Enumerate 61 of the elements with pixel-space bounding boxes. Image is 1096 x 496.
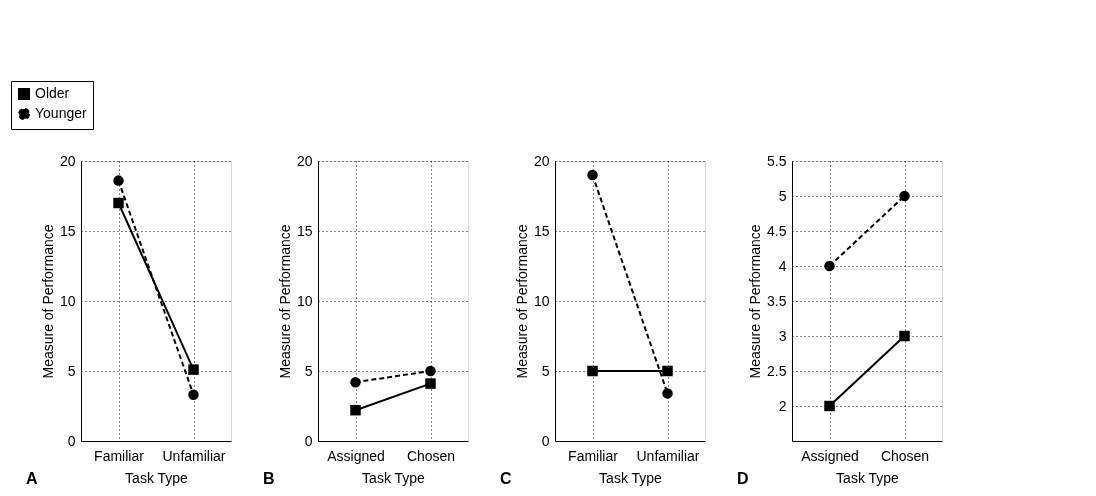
y-tick-label: 4.5 bbox=[767, 222, 787, 239]
point bbox=[113, 175, 124, 186]
x-axis-title: Task Type bbox=[362, 469, 426, 486]
y-axis-title: Measure of Performance bbox=[276, 224, 293, 379]
x-tick-label: Unfamiliar bbox=[636, 447, 700, 464]
y-tick-label: 10 bbox=[59, 292, 76, 309]
point bbox=[662, 388, 673, 399]
y-tick-label: 20 bbox=[296, 152, 313, 169]
point bbox=[188, 389, 199, 401]
point bbox=[350, 404, 361, 416]
y-tick-label: 20 bbox=[59, 152, 76, 169]
text: D bbox=[737, 470, 749, 487]
x-tick-label: Familiar bbox=[94, 447, 145, 464]
y-tick-label: 0 bbox=[304, 432, 313, 449]
x-tick-label: Chosen bbox=[880, 447, 930, 464]
x-tick-label: Unfamiliar bbox=[162, 447, 226, 464]
y-tick-label: 10 bbox=[533, 292, 550, 309]
text: C bbox=[500, 470, 512, 487]
x-tick-label: Assigned bbox=[801, 447, 859, 464]
y-tick-label: 2 bbox=[778, 397, 787, 414]
x-tick-label: Chosen bbox=[406, 447, 456, 464]
y-tick-label: 4 bbox=[778, 257, 787, 274]
point bbox=[587, 169, 598, 181]
point bbox=[824, 400, 835, 412]
y-tick-label: 5 bbox=[304, 362, 313, 379]
point bbox=[824, 260, 835, 272]
point bbox=[425, 378, 436, 389]
y-tick-label: 5 bbox=[67, 362, 76, 379]
y-tick-label: 15 bbox=[59, 222, 76, 239]
y-tick-label: 10 bbox=[296, 292, 313, 309]
x-axis-title: Task Type bbox=[125, 469, 189, 486]
point bbox=[899, 330, 910, 342]
x-tick-label: Familiar bbox=[568, 447, 619, 464]
legend-label: Younger bbox=[35, 105, 87, 121]
x-axis-title: Task Type bbox=[836, 469, 900, 486]
y-tick-label: 2.5 bbox=[767, 362, 787, 379]
y-tick-label: 20 bbox=[533, 152, 550, 169]
y-axis-title: Measure of Performance bbox=[39, 224, 56, 379]
point bbox=[425, 365, 436, 377]
text: A bbox=[26, 470, 38, 487]
y-tick-label: 3.5 bbox=[767, 292, 787, 309]
y-tick-label: 0 bbox=[67, 432, 76, 449]
y-axis-title: Measure of Performance bbox=[513, 224, 530, 379]
y-axis-title: Measure of Performance bbox=[747, 224, 764, 379]
point bbox=[350, 376, 361, 388]
point bbox=[113, 197, 124, 209]
y-tick-label: 15 bbox=[296, 222, 313, 239]
point bbox=[662, 365, 673, 377]
text: B bbox=[263, 470, 275, 487]
y-tick-label: 3 bbox=[778, 327, 787, 344]
point bbox=[587, 365, 598, 377]
y-tick-label: 5 bbox=[541, 362, 550, 379]
point bbox=[188, 364, 199, 375]
y-tick-label: 0 bbox=[541, 432, 550, 449]
y-tick-label: 15 bbox=[533, 222, 550, 239]
x-axis-title: Task Type bbox=[599, 469, 663, 486]
x-tick-label: Assigned bbox=[327, 447, 385, 464]
y-tick-label: 5 bbox=[778, 187, 787, 204]
legend-label: Older bbox=[35, 85, 70, 101]
y-tick-label: 5.5 bbox=[767, 152, 787, 169]
point bbox=[899, 190, 910, 202]
